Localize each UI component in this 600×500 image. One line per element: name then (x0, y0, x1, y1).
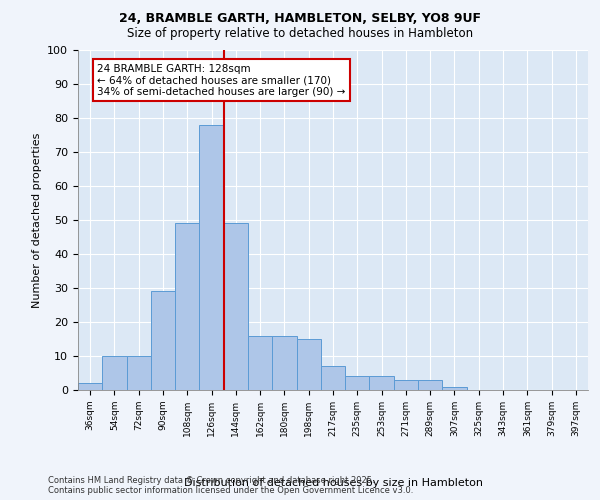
Bar (296, 339, 321, 390)
Bar (199, 125, 224, 390)
Y-axis label: Number of detached properties: Number of detached properties (32, 132, 42, 308)
Text: Contains HM Land Registry data © Crown copyright and database right 2025.
Contai: Contains HM Land Registry data © Crown c… (48, 476, 413, 495)
Text: 24, BRAMBLE GARTH, HAMBLETON, SELBY, YO8 9UF: 24, BRAMBLE GARTH, HAMBLETON, SELBY, YO8… (119, 12, 481, 26)
Bar (418, 380, 442, 390)
Bar (151, 292, 175, 390)
Bar (102, 356, 127, 390)
Text: Size of property relative to detached houses in Hambleton: Size of property relative to detached ho… (127, 28, 473, 40)
Bar (370, 376, 394, 390)
Bar (248, 336, 272, 390)
Bar (345, 376, 370, 390)
Bar (127, 356, 151, 390)
Text: 24 BRAMBLE GARTH: 128sqm
← 64% of detached houses are smaller (170)
34% of semi-: 24 BRAMBLE GARTH: 128sqm ← 64% of detach… (97, 64, 346, 97)
Bar (321, 366, 345, 390)
X-axis label: Distribution of detached houses by size in Hambleton: Distribution of detached houses by size … (184, 478, 482, 488)
Bar (78, 383, 102, 390)
Bar (394, 380, 418, 390)
Bar (224, 224, 248, 390)
Bar (442, 386, 467, 390)
Bar (272, 336, 296, 390)
Bar (175, 224, 199, 390)
